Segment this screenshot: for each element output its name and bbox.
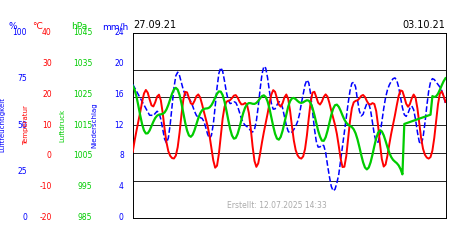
- Text: 0: 0: [47, 151, 52, 160]
- Text: 25: 25: [18, 167, 27, 176]
- Text: 1025: 1025: [73, 90, 92, 99]
- Text: 4: 4: [119, 182, 124, 191]
- Text: 1005: 1005: [73, 151, 92, 160]
- Text: °C: °C: [32, 22, 43, 31]
- Text: 20: 20: [114, 59, 124, 68]
- Text: 12: 12: [114, 120, 124, 130]
- Text: 1045: 1045: [73, 28, 92, 37]
- Text: 10: 10: [42, 120, 52, 130]
- Text: 8: 8: [119, 151, 124, 160]
- Text: Niederschlag: Niederschlag: [91, 102, 98, 148]
- Text: hPa: hPa: [71, 22, 87, 31]
- Text: 100: 100: [13, 28, 27, 37]
- Text: -10: -10: [40, 182, 52, 191]
- Text: 03.10.21: 03.10.21: [403, 20, 446, 30]
- Text: 0: 0: [22, 213, 27, 222]
- Text: 995: 995: [77, 182, 92, 191]
- Text: Temperatur: Temperatur: [23, 105, 29, 145]
- Text: 0: 0: [119, 213, 124, 222]
- Text: Luftfeuchtigkeit: Luftfeuchtigkeit: [0, 98, 5, 152]
- Text: mm/h: mm/h: [103, 22, 129, 31]
- Text: 16: 16: [114, 90, 124, 99]
- Text: 20: 20: [42, 90, 52, 99]
- Text: -20: -20: [40, 213, 52, 222]
- Text: Luftdruck: Luftdruck: [59, 108, 65, 142]
- Text: 30: 30: [42, 59, 52, 68]
- Text: 75: 75: [17, 74, 27, 83]
- Text: 1035: 1035: [73, 59, 92, 68]
- Text: 40: 40: [42, 28, 52, 37]
- Text: Erstellt: 12.07.2025 14:33: Erstellt: 12.07.2025 14:33: [226, 201, 326, 210]
- Text: 50: 50: [17, 120, 27, 130]
- Text: 27.09.21: 27.09.21: [133, 20, 176, 30]
- Text: %: %: [8, 22, 17, 31]
- Text: 24: 24: [114, 28, 124, 37]
- Text: 1015: 1015: [73, 120, 92, 130]
- Text: 985: 985: [78, 213, 92, 222]
